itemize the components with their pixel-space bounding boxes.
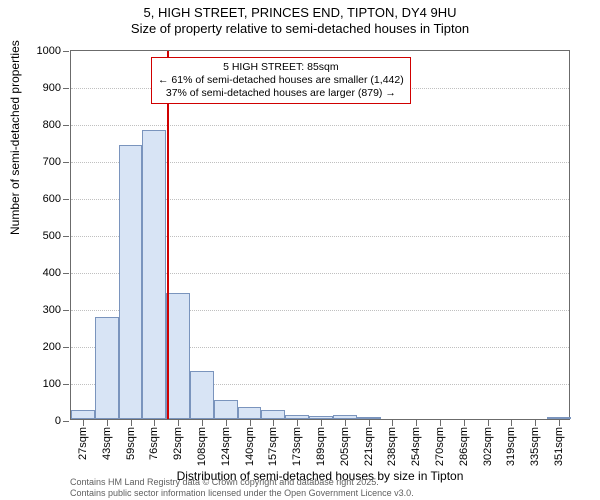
x-tick: [321, 420, 322, 426]
histogram-bar: [190, 371, 214, 419]
footer-line-2: Contains public sector information licen…: [70, 488, 414, 499]
y-tick-label: 1000: [37, 45, 61, 57]
x-tick: [416, 420, 417, 426]
y-tick-label: 300: [43, 304, 61, 316]
x-tick: [464, 420, 465, 426]
histogram-bar: [142, 130, 166, 419]
x-tick-label: 205sqm: [339, 427, 351, 466]
x-tick: [488, 420, 489, 426]
y-tick-label: 400: [43, 267, 61, 279]
x-tick: [392, 420, 393, 426]
x-tick: [154, 420, 155, 426]
x-tick-label: 335sqm: [529, 427, 541, 466]
x-tick-label: 140sqm: [244, 427, 256, 466]
histogram-bar: [333, 415, 357, 419]
footer-line-1: Contains HM Land Registry data © Crown c…: [70, 477, 414, 488]
x-tick: [202, 420, 203, 426]
histogram-bar: [261, 410, 285, 419]
x-tick-label: 157sqm: [267, 427, 279, 466]
x-tick: [369, 420, 370, 426]
x-tick: [107, 420, 108, 426]
callout-line-2: ← 61% of semi-detached houses are smalle…: [158, 74, 404, 87]
histogram-bar: [119, 145, 143, 419]
histogram-bar: [285, 415, 309, 419]
y-tick: [63, 384, 69, 385]
x-tick-label: 124sqm: [220, 427, 232, 466]
x-tick: [559, 420, 560, 426]
histogram-bar: [214, 400, 238, 419]
histogram-bar: [166, 293, 190, 419]
histogram-bar: [238, 407, 262, 419]
y-tick: [63, 236, 69, 237]
x-tick-label: 76sqm: [148, 427, 160, 460]
grid-line: [71, 125, 569, 126]
x-tick: [250, 420, 251, 426]
x-tick: [440, 420, 441, 426]
x-tick: [226, 420, 227, 426]
x-tick-label: 92sqm: [172, 427, 184, 460]
y-tick-label: 100: [43, 378, 61, 390]
x-tick: [297, 420, 298, 426]
y-axis-label: Number of semi-detached properties: [8, 40, 22, 235]
y-tick-label: 200: [43, 341, 61, 353]
x-tick-label: 270sqm: [434, 427, 446, 466]
x-tick-label: 27sqm: [77, 427, 89, 460]
x-tick-label: 43sqm: [101, 427, 113, 460]
x-tick: [83, 420, 84, 426]
callout-line-3: 37% of semi-detached houses are larger (…: [158, 87, 404, 100]
plot-area: 0100200300400500600700800900100027sqm43s…: [70, 50, 570, 420]
y-tick: [63, 347, 69, 348]
chart-title: 5, HIGH STREET, PRINCES END, TIPTON, DY4…: [0, 5, 600, 36]
y-tick: [63, 51, 69, 52]
histogram-bar: [71, 410, 95, 419]
x-tick-label: 351sqm: [553, 427, 565, 466]
x-tick: [511, 420, 512, 426]
histogram-bar: [547, 417, 571, 419]
chart-container: 5, HIGH STREET, PRINCES END, TIPTON, DY4…: [0, 0, 600, 500]
y-tick: [63, 162, 69, 163]
y-tick-label: 900: [43, 82, 61, 94]
footer-attribution: Contains HM Land Registry data © Crown c…: [70, 477, 414, 499]
marker-callout: 5 HIGH STREET: 85sqm← 61% of semi-detach…: [151, 57, 411, 104]
x-tick-label: 319sqm: [505, 427, 517, 466]
x-tick-label: 221sqm: [363, 427, 375, 466]
x-tick-label: 189sqm: [315, 427, 327, 466]
title-line-1: 5, HIGH STREET, PRINCES END, TIPTON, DY4…: [0, 5, 600, 20]
x-tick-label: 254sqm: [410, 427, 422, 466]
title-line-2: Size of property relative to semi-detach…: [0, 21, 600, 36]
x-tick: [535, 420, 536, 426]
histogram-bar: [309, 416, 333, 419]
y-tick-label: 500: [43, 230, 61, 242]
y-tick-label: 600: [43, 193, 61, 205]
x-tick: [178, 420, 179, 426]
x-tick: [345, 420, 346, 426]
histogram-bar: [95, 317, 119, 419]
y-tick: [63, 199, 69, 200]
y-tick-label: 700: [43, 156, 61, 168]
property-marker-line: [167, 51, 169, 419]
y-tick-label: 0: [55, 415, 61, 427]
x-tick-label: 173sqm: [291, 427, 303, 466]
histogram-bar: [357, 417, 381, 419]
y-tick-label: 800: [43, 119, 61, 131]
callout-line-1: 5 HIGH STREET: 85sqm: [158, 61, 404, 74]
y-tick: [63, 310, 69, 311]
x-tick-label: 302sqm: [482, 427, 494, 466]
x-tick: [273, 420, 274, 426]
y-tick: [63, 88, 69, 89]
x-tick-label: 286sqm: [458, 427, 470, 466]
y-tick: [63, 421, 69, 422]
x-tick: [131, 420, 132, 426]
y-tick: [63, 125, 69, 126]
x-tick-label: 59sqm: [125, 427, 137, 460]
y-tick: [63, 273, 69, 274]
x-tick-label: 108sqm: [196, 427, 208, 466]
x-tick-label: 238sqm: [386, 427, 398, 466]
